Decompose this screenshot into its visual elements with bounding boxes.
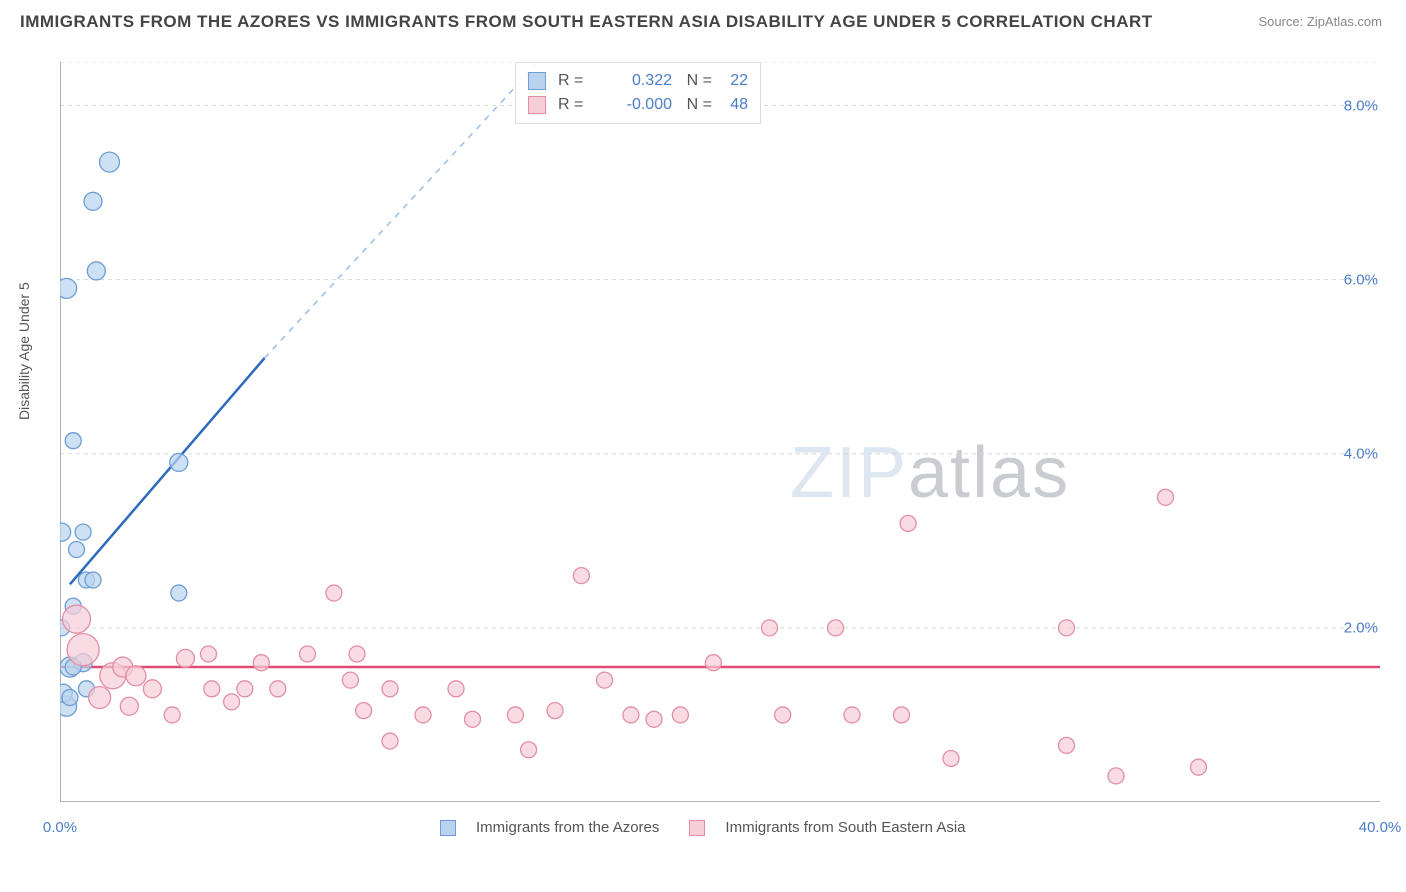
n-label: N = [672, 72, 712, 90]
r-value-azores: 0.322 [592, 72, 672, 90]
n-label: N = [672, 96, 712, 114]
chart-area: ZIPatlas R = 0.322 N = 22 R = -0.000 N =… [60, 62, 1380, 802]
x-tick-label: 40.0% [1359, 819, 1402, 836]
y-axis-label: Disability Age Under 5 [16, 282, 32, 420]
legend-item-azores: Immigrants from the Azores [440, 819, 659, 836]
source-attribution: Source: ZipAtlas.com [1258, 14, 1382, 29]
swatch-azores [528, 72, 546, 90]
stats-row-seasia: R = -0.000 N = 48 [528, 93, 748, 117]
y-tick-label: 6.0% [1344, 271, 1378, 288]
n-value-seasia: 48 [712, 96, 748, 114]
legend-label-azores: Immigrants from the Azores [476, 819, 659, 836]
y-tick-label: 8.0% [1344, 97, 1378, 114]
y-tick-label: 4.0% [1344, 445, 1378, 462]
legend-item-seasia: Immigrants from South Eastern Asia [689, 819, 965, 836]
n-value-azores: 22 [712, 72, 748, 90]
scatter-plot [60, 62, 1380, 802]
swatch-seasia [528, 96, 546, 114]
stats-legend: R = 0.322 N = 22 R = -0.000 N = 48 [515, 62, 761, 124]
r-value-seasia: -0.000 [592, 96, 672, 114]
swatch-seasia [689, 820, 705, 836]
source-label: Source: [1258, 14, 1306, 29]
series-legend: Immigrants from the Azores Immigrants fr… [440, 819, 966, 836]
legend-label-seasia: Immigrants from South Eastern Asia [725, 819, 965, 836]
r-label: R = [558, 72, 592, 90]
r-label: R = [558, 96, 592, 114]
swatch-azores [440, 820, 456, 836]
stats-row-azores: R = 0.322 N = 22 [528, 69, 748, 93]
y-tick-label: 2.0% [1344, 619, 1378, 636]
x-tick-label: 0.0% [43, 819, 77, 836]
source-value: ZipAtlas.com [1307, 14, 1382, 29]
chart-title: IMMIGRANTS FROM THE AZORES VS IMMIGRANTS… [20, 12, 1153, 32]
